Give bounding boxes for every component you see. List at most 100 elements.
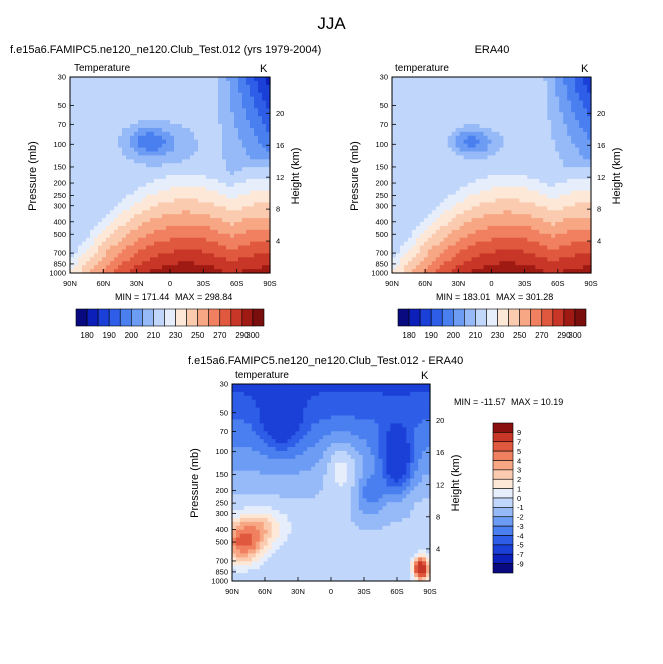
panel2-cell [467,159,473,164]
panel1-cell [226,96,231,102]
panel1-cell [146,163,151,168]
panel1-cell [250,124,255,129]
panel2-cell [575,104,580,109]
panel2-cell [575,222,580,227]
panel1-cell [70,163,75,168]
panel1-cell [234,225,239,231]
panel2-cell [511,175,516,180]
panel1-cell [74,210,79,215]
panel2-cell [511,249,516,254]
panel2-cell [583,249,588,254]
panel2-cell [399,143,405,149]
panel1-cell [130,261,135,266]
panel1-cell [246,151,251,156]
panel1-cell [218,104,223,109]
panel2-cell [579,175,584,180]
panel2-cell [471,202,477,207]
panel1-cell [74,233,79,239]
panel2-cell [583,88,588,94]
panel1-cell [250,167,255,172]
panel1-cell [78,100,83,106]
panel2-cell [571,194,576,200]
panel1-cell [154,77,159,82]
panel2-cell [463,245,469,251]
panel2-cell [487,225,493,231]
panel2-cell [483,233,489,239]
panel1-cell [138,143,143,149]
panel1-cell [234,233,239,239]
panel2-cell [587,202,592,207]
panel2-cell [479,245,485,251]
panel2-cell [575,167,580,172]
panel1-cell [198,155,203,160]
panel2-cell [559,202,564,207]
panel1-cell [190,206,195,211]
panel2-cell [459,120,465,125]
panel1-cell [238,249,243,254]
panel1-cell [166,261,171,266]
panel1-cell [262,159,267,164]
panel2-cell [511,159,516,164]
panel1-cell [202,241,207,247]
panel2-cell [499,88,505,94]
panel1-cell [170,167,175,172]
panel2-cell [579,143,584,149]
panel2-cell [447,190,453,196]
panel2-cell [443,229,449,235]
panel2-cell [519,233,524,239]
panel1-cell [162,182,167,188]
panel1-cell [238,124,243,129]
panel1-cell [234,127,239,133]
panel1-cell [210,112,215,117]
panel2-cell [555,147,560,153]
panel2-cell [487,175,493,180]
panel1-cell [182,124,187,129]
panel1-cell [118,151,123,156]
panel2-cell [551,253,556,258]
panel2-cell [439,175,445,180]
panel1-cell [110,147,115,153]
panel2-cell [519,186,524,192]
panel1-cell [234,237,239,243]
panel1-cell [234,163,239,168]
panel2-cell [579,96,584,102]
panel2-cell [551,131,556,137]
panel1-cell [174,127,179,133]
panel2-cell [559,233,564,239]
panel2-cell [535,104,540,109]
panel2-cell [475,120,481,125]
panel1-cell [186,155,191,160]
panel1-cell [122,116,127,121]
panel2-cell [431,198,437,204]
panel2-cell [527,116,532,121]
panel1-ytick-label: 50 [58,101,66,110]
panel1-cell [86,249,91,254]
panel1-cell [162,163,167,168]
panel2-cell [475,139,481,145]
panel1-cell [154,233,159,239]
panel1-cell [238,92,243,98]
panel2-cell [547,108,552,113]
panel1-cell [174,210,179,215]
panel2-cell [487,120,493,125]
panel1-cell [154,147,159,153]
panel2-cell [495,249,501,254]
panel1-cell [214,77,219,82]
panel1-cell [94,198,99,204]
panel2-cell [551,257,556,262]
panel2-cell [559,147,564,153]
panel1-cell [118,261,123,266]
panel2-cell [463,112,469,117]
panel1-cell [190,124,195,129]
panel1-cell [242,202,247,207]
panel1-cell [138,269,143,274]
panel1-cell [142,116,147,121]
panel2-cell [507,253,512,258]
panel2-cell [467,206,473,211]
panel2-cell [392,120,397,125]
panel2-cell [427,124,433,129]
panel2-cell [535,116,540,121]
panel1-cell [238,80,243,86]
panel2-cell [531,147,536,153]
panel1-cell [70,171,75,176]
